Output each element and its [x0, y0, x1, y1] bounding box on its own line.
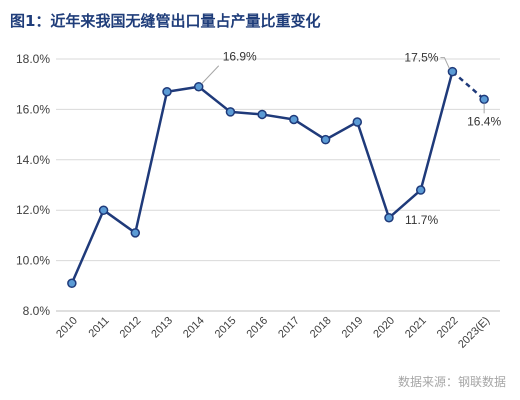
data-label: 16.4%	[467, 114, 501, 128]
x-tick-label: 2012	[118, 315, 144, 341]
x-tick-label: 2018	[308, 315, 334, 341]
y-tick-label: 14.0%	[16, 153, 50, 167]
chart-title: 图1：近年来我国无缝管出口量占产量比重变化	[10, 12, 321, 30]
x-tick-label: 2013	[149, 315, 175, 341]
data-point	[130, 228, 141, 238]
data-point	[415, 185, 426, 195]
data-point	[225, 107, 236, 117]
x-tick-label: 2010	[54, 315, 80, 341]
x-tick-label: 2019	[340, 315, 366, 341]
data-label: 11.7%	[405, 213, 438, 227]
y-tick-label: 18.0%	[16, 52, 50, 66]
data-point	[257, 109, 267, 120]
x-tick-label: 2021	[403, 315, 429, 341]
data-point	[320, 134, 331, 145]
data-label: 16.9%	[223, 50, 257, 64]
data-point	[479, 94, 489, 105]
leader-line	[440, 57, 450, 69]
x-tick-label: 2015	[213, 315, 239, 341]
source-note: 数据来源：钢联数据	[397, 375, 506, 389]
data-point	[447, 66, 458, 77]
x-tick-label: 2020	[371, 315, 397, 341]
data-label: 17.5%	[404, 51, 438, 65]
x-tick-label: 2016	[244, 315, 270, 341]
data-point	[162, 87, 172, 97]
x-tick-label: 2022	[435, 315, 461, 341]
data-point	[193, 81, 204, 92]
data-point	[352, 117, 363, 127]
y-tick-label: 16.0%	[16, 102, 50, 116]
y-tick-label: 10.0%	[16, 254, 50, 268]
series-line	[70, 71, 454, 284]
y-tick-label: 12.0%	[16, 203, 50, 217]
leader-line	[201, 65, 220, 85]
x-tick-label: 2014	[181, 315, 207, 341]
y-tick-label: 8.0%	[23, 304, 51, 318]
data-point	[98, 205, 109, 215]
data-point	[67, 278, 77, 289]
x-tick-label: 2011	[86, 315, 111, 340]
series-line-forecast	[451, 70, 485, 101]
x-tick-label: 2023(E)	[456, 315, 492, 351]
x-tick-label: 2017	[276, 315, 302, 341]
data-point	[289, 114, 299, 125]
data-point	[384, 213, 394, 223]
